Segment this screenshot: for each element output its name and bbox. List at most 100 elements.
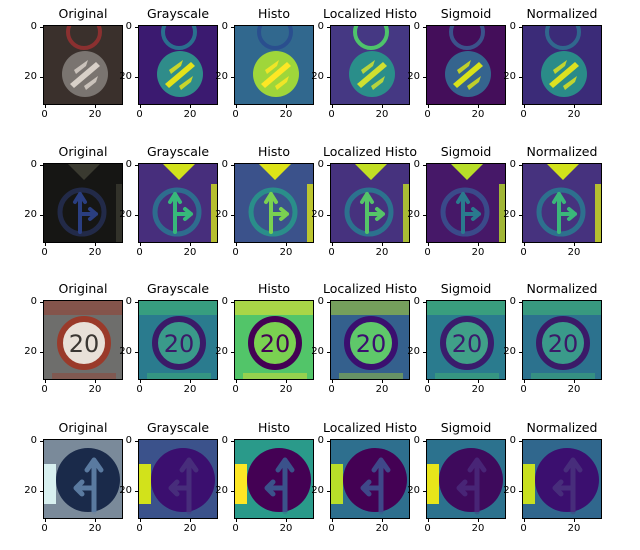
pole-band (243, 373, 307, 379)
x-tick (95, 380, 96, 383)
x-tick-label: 20 (183, 523, 197, 534)
y-tick (327, 301, 330, 303)
x-tick-label: 20 (567, 384, 581, 395)
panel-title: Original (58, 144, 108, 159)
y-tick-label: 0 (221, 434, 228, 446)
panel-title: Localized Histo (323, 6, 417, 21)
y-tick (423, 26, 426, 28)
panel-title: Sigmoid (440, 144, 492, 159)
x-tick-label: 20 (471, 109, 485, 120)
x-tick (139, 380, 141, 383)
triangle-top (547, 164, 579, 180)
y-tick-label: 20 (215, 71, 228, 82)
x-tick-label: 0 (424, 109, 431, 120)
sign-image (523, 26, 601, 104)
x-tick-label: 20 (88, 384, 102, 395)
x-tick (331, 519, 333, 522)
x-tick-label: 0 (232, 523, 239, 534)
image-panel: 20 (234, 300, 314, 380)
sign-image (427, 164, 505, 242)
image-panel (43, 25, 123, 105)
y-tick-label: 20 (215, 485, 228, 496)
y-tick (327, 164, 330, 166)
sign-image (139, 440, 217, 518)
y-tick-label: 20 (407, 346, 420, 357)
x-tick (331, 105, 333, 108)
sign-image (427, 26, 505, 104)
sign-highlight (361, 60, 375, 74)
background-band (427, 301, 505, 315)
x-tick-label: 20 (279, 523, 293, 534)
x-tick (139, 519, 141, 522)
upper-sign-edge (66, 26, 102, 50)
x-tick (478, 105, 479, 108)
edge-strip (211, 184, 217, 242)
x-tick (382, 243, 383, 246)
y-tick-label: 20 (311, 71, 324, 82)
x-tick-label: 20 (88, 109, 102, 120)
x-tick (190, 105, 191, 108)
image-panel: 20 (522, 300, 602, 380)
sign-highlight (275, 76, 289, 90)
arrow-symbol (264, 457, 295, 515)
x-tick-label: 20 (471, 247, 485, 258)
y-tick (423, 491, 426, 492)
sign-disc (152, 187, 202, 237)
sign-highlight (84, 76, 98, 90)
arrow-symbol (456, 457, 487, 515)
bright-strip (523, 464, 535, 504)
y-tick-label: 0 (125, 295, 132, 307)
y-tick-label: 20 (215, 209, 228, 220)
y-tick (40, 215, 43, 216)
y-tick-label: 20 (311, 209, 324, 220)
y-tick (135, 491, 138, 492)
x-tick-label: 20 (88, 247, 102, 258)
x-tick (286, 243, 287, 246)
x-tick (382, 105, 383, 108)
sign-image (139, 164, 217, 242)
x-tick-label: 0 (520, 523, 527, 534)
x-tick-label: 20 (375, 523, 389, 534)
y-tick (231, 440, 234, 442)
y-tick-label: 20 (24, 485, 37, 496)
x-tick (523, 380, 525, 383)
y-tick-label: 0 (221, 20, 228, 32)
y-tick (327, 352, 330, 353)
panel-title: Normalized (526, 6, 598, 21)
y-tick (327, 440, 330, 442)
sign-disc (443, 319, 491, 367)
edge-strip (403, 184, 409, 242)
image-panel: 20 (330, 300, 410, 380)
sign-disc (347, 319, 395, 367)
arrow-symbol (168, 192, 193, 234)
sign-image (235, 440, 313, 518)
sign-image: 20 (523, 301, 601, 379)
sign-image: 20 (235, 301, 313, 379)
x-tick (523, 243, 525, 246)
y-tick-label: 20 (407, 71, 420, 82)
x-tick (235, 105, 237, 108)
sign-image (44, 164, 122, 242)
x-tick (523, 519, 525, 522)
sign-number: 20 (452, 330, 483, 358)
image-panel (426, 163, 506, 243)
y-tick (135, 26, 138, 28)
y-tick (40, 440, 43, 442)
sign-highlight (467, 76, 481, 90)
y-tick (423, 164, 426, 166)
sign-disc (60, 319, 108, 367)
y-tick (519, 164, 522, 166)
panel-title: Grayscale (146, 6, 210, 21)
arrow-symbol (360, 457, 391, 515)
x-tick-label: 0 (232, 247, 239, 258)
y-tick (327, 491, 330, 492)
x-tick (95, 519, 96, 522)
upper-sign-edge (449, 26, 485, 50)
image-panel (522, 439, 602, 519)
sign-image: 20 (331, 301, 409, 379)
sign-image: 20 (427, 301, 505, 379)
panel-title: Original (58, 6, 108, 21)
x-tick-label: 0 (232, 384, 239, 395)
x-tick (382, 519, 383, 522)
